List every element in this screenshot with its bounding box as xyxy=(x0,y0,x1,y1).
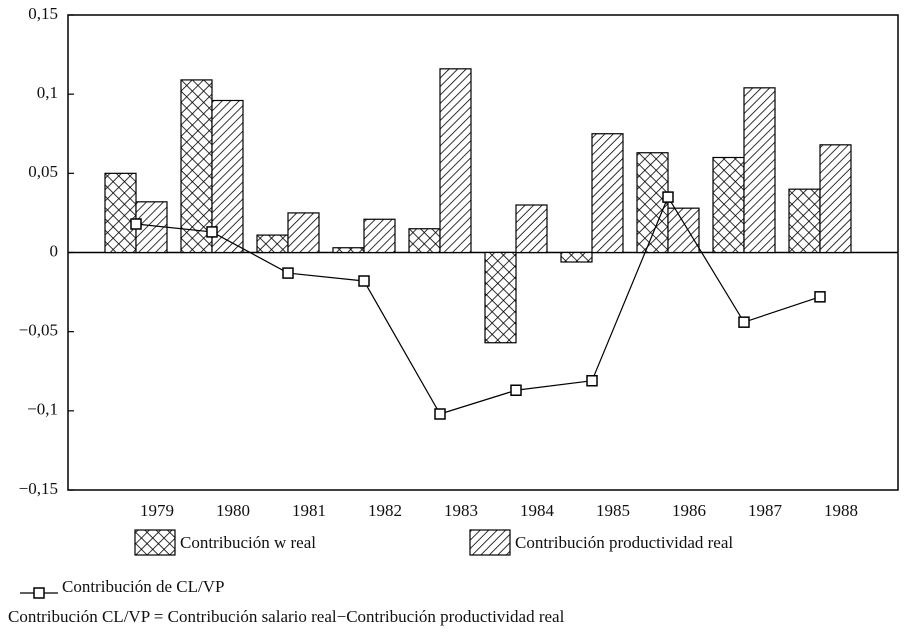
bar xyxy=(408,228,441,254)
line-marker xyxy=(662,191,674,203)
legend-swatch xyxy=(469,529,511,556)
bar xyxy=(104,172,137,254)
y-tick-label: −0,15 xyxy=(19,479,58,498)
x-tick-label: 1979 xyxy=(140,501,174,520)
bar xyxy=(439,68,472,254)
x-tick-label: 1988 xyxy=(824,501,858,520)
line-marker xyxy=(282,267,294,279)
bar xyxy=(788,188,821,254)
x-tick-label: 1981 xyxy=(292,501,326,520)
line-marker xyxy=(586,375,598,387)
x-tick-label: 1985 xyxy=(596,501,630,520)
bar xyxy=(712,156,745,254)
legend-label: Contribución w real xyxy=(180,533,316,552)
x-tick-label: 1982 xyxy=(368,501,402,520)
y-tick-label: 0 xyxy=(50,241,59,260)
x-tick-label: 1984 xyxy=(520,501,555,520)
footnote: Contribución CL/VP = Contribución salari… xyxy=(8,607,565,626)
y-tick-label: −0,05 xyxy=(19,321,58,340)
y-tick-label: 0,1 xyxy=(37,83,58,102)
line-marker xyxy=(510,384,522,396)
bar xyxy=(332,247,365,254)
line-marker xyxy=(358,275,370,287)
bar xyxy=(180,79,213,254)
bar xyxy=(515,204,548,254)
y-tick-label: 0,05 xyxy=(28,162,58,181)
bar xyxy=(560,251,593,263)
bar xyxy=(743,87,776,254)
line-marker xyxy=(814,291,826,303)
bar xyxy=(819,144,852,254)
bar xyxy=(256,234,289,254)
x-tick-label: 1987 xyxy=(748,501,783,520)
bar xyxy=(287,212,320,254)
legend-swatch xyxy=(134,529,176,556)
x-tick-label: 1980 xyxy=(216,501,250,520)
line-marker xyxy=(434,408,446,420)
line xyxy=(135,195,821,415)
x-tick-label: 1983 xyxy=(444,501,478,520)
bar xyxy=(591,133,624,254)
legend-marker xyxy=(33,587,45,599)
legend-label: Contribución productividad real xyxy=(515,533,733,552)
y-tick-label: 0,15 xyxy=(28,4,58,23)
bar xyxy=(363,218,396,254)
bar xyxy=(667,207,700,254)
y-tick-label: −0,1 xyxy=(27,400,58,419)
line-marker xyxy=(738,316,750,328)
bar xyxy=(484,251,517,344)
x-tick-label: 1986 xyxy=(672,501,706,520)
line-marker xyxy=(130,218,142,230)
legend-label: Contribución de CL/VP xyxy=(62,577,224,596)
line-marker xyxy=(206,226,218,238)
